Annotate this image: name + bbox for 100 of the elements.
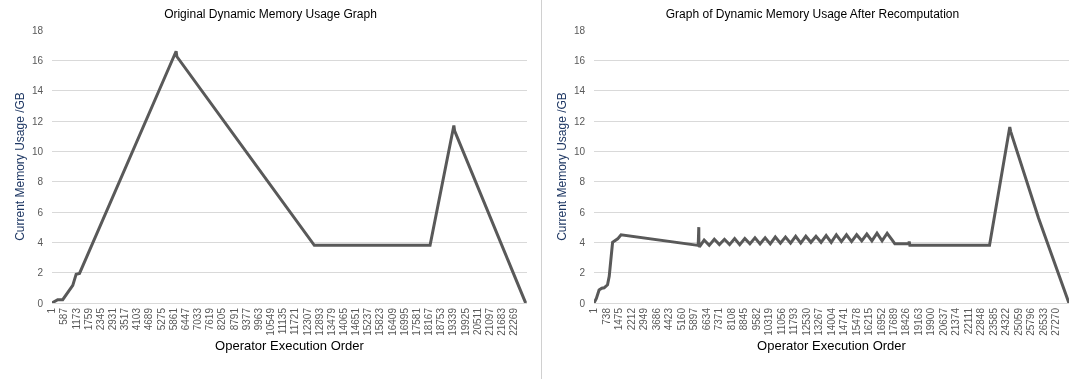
x-tick-label: 8205 <box>216 307 228 331</box>
x-tick-label: 22848 <box>975 307 987 336</box>
x-tick-label: 9377 <box>240 307 252 331</box>
x-tick-label: 12893 <box>313 307 325 336</box>
x-tick-label: 2345 <box>94 307 106 331</box>
x-tick-label: 4423 <box>663 307 675 331</box>
x-tick-label: 13267 <box>813 307 825 336</box>
x-tick-label: 18426 <box>900 307 912 336</box>
x-tick-label: 14004 <box>825 307 837 336</box>
x-tick-label: 19339 <box>447 307 459 336</box>
chart-title: Graph of Dynamic Memory Usage After Recomputation <box>665 6 960 21</box>
x-tick-label: 5861 <box>167 307 179 331</box>
x-tick-label: 6634 <box>700 307 712 331</box>
y-tick-label: 14 <box>31 85 44 97</box>
x-axis-title: Operator Execution Order <box>757 338 907 354</box>
x-tick-label: 3686 <box>650 307 662 331</box>
x-tick-label: 738 <box>600 307 612 325</box>
x-tick-label: 3517 <box>119 307 131 331</box>
x-tick-label: 26533 <box>1037 307 1049 336</box>
y-tick-label: 12 <box>573 115 586 127</box>
y-tick-label: 6 <box>579 206 586 218</box>
x-tick-label: 14741 <box>838 307 850 336</box>
x-tick-label: 5160 <box>675 307 687 331</box>
x-tick-label: 2212 <box>625 307 637 331</box>
x-tick-label: 587 <box>58 307 70 325</box>
x-tick-label: 18167 <box>423 307 435 336</box>
x-tick-label: 17689 <box>888 307 899 336</box>
x-tick-label: 11721 <box>289 307 301 336</box>
y-tick-label: 2 <box>37 267 44 279</box>
x-tick-label: 1475 <box>613 307 625 331</box>
y-tick-label: 18 <box>31 24 44 36</box>
x-tick-label: 19163 <box>912 307 924 336</box>
x-tick-label: 1759 <box>82 307 94 331</box>
x-tick-label: 8108 <box>725 307 737 331</box>
x-tick-label: 13479 <box>325 307 337 336</box>
x-tick-label: 25059 <box>1012 307 1024 336</box>
y-tick-label: 4 <box>37 236 44 248</box>
y-tick-label: 8 <box>37 176 44 188</box>
x-tick-label: 5897 <box>688 307 700 331</box>
x-tick-label: 20511 <box>471 307 483 336</box>
x-tick-label: 15823 <box>374 307 386 336</box>
x-tick-label: 6447 <box>179 307 191 331</box>
y-tick-label: 0 <box>37 297 44 309</box>
y-tick-label: 16 <box>31 54 44 66</box>
line-series <box>52 49 527 303</box>
x-tick-label: 14065 <box>337 307 349 336</box>
y-tick-label: 0 <box>579 297 586 309</box>
x-tick-label: 25796 <box>1025 307 1037 336</box>
y-tick-label: 8 <box>579 176 586 188</box>
x-tick-label: 15478 <box>850 307 862 336</box>
x-tick-label: 11793 <box>788 307 800 336</box>
x-tick-label: 27270 <box>1050 307 1062 336</box>
y-tick-label: 16 <box>573 54 586 66</box>
x-axis-title: Operator Execution Order <box>215 338 365 354</box>
x-tick-label: 16409 <box>386 307 398 336</box>
x-tick-label: 17581 <box>410 307 422 336</box>
x-tick-label: 4103 <box>131 307 143 331</box>
x-tick-label: 22111 <box>962 307 974 335</box>
x-tick-label: 2931 <box>107 307 119 331</box>
x-tick-label: 18753 <box>435 307 447 336</box>
x-tick-label: 21683 <box>496 307 508 336</box>
x-tick-label: 9963 <box>252 307 264 331</box>
x-tick-label: 7371 <box>713 307 725 331</box>
x-tick-label: 20637 <box>937 307 949 336</box>
x-tick-label: 14651 <box>350 307 362 336</box>
x-tick-label: 21097 <box>483 307 495 336</box>
x-tick-label: 7033 <box>192 307 204 331</box>
x-tick-label: 2949 <box>638 307 650 331</box>
x-tick-label: 24322 <box>1000 307 1012 336</box>
x-tick-label: 23585 <box>987 307 999 336</box>
x-tick-label: 10549 <box>265 307 277 336</box>
x-tick-label: 22269 <box>508 307 520 336</box>
x-tick-label: 4689 <box>143 307 155 331</box>
x-tick-label: 9582 <box>750 307 762 331</box>
x-tick-label: 19900 <box>925 307 937 336</box>
x-tick-label: 5275 <box>155 307 167 331</box>
x-tick-label: 10319 <box>763 307 775 336</box>
x-tick-label: 8791 <box>228 307 240 331</box>
y-tick-label: 10 <box>573 145 586 157</box>
y-tick-label: 12 <box>31 115 44 127</box>
x-tick-label: 16215 <box>863 307 875 336</box>
x-tick-label: 11135 <box>277 307 289 335</box>
x-tick-label: 7619 <box>204 307 216 331</box>
x-tick-label: 1173 <box>70 307 82 330</box>
y-tick-label: 14 <box>573 85 586 97</box>
x-tick-label: 16952 <box>875 307 887 336</box>
x-tick-label: 21374 <box>950 307 962 336</box>
x-tick-label: 1 <box>46 307 58 314</box>
y-tick-label: 6 <box>37 206 44 218</box>
x-tick-label: 11056 <box>775 307 787 336</box>
x-tick-label: 12530 <box>800 307 812 336</box>
x-tick-label: 19925 <box>459 307 471 336</box>
x-tick-label: 15237 <box>362 307 374 336</box>
y-axis-title: Current Memory Usage /GB <box>555 92 570 241</box>
y-tick-label: 18 <box>573 24 586 36</box>
chart-title: Original Dynamic Memory Usage Graph <box>164 6 377 21</box>
y-tick-label: 2 <box>579 267 586 279</box>
x-tick-label: 16995 <box>398 307 410 336</box>
x-tick-label: 1 <box>588 307 600 314</box>
y-tick-label: 4 <box>579 236 586 248</box>
